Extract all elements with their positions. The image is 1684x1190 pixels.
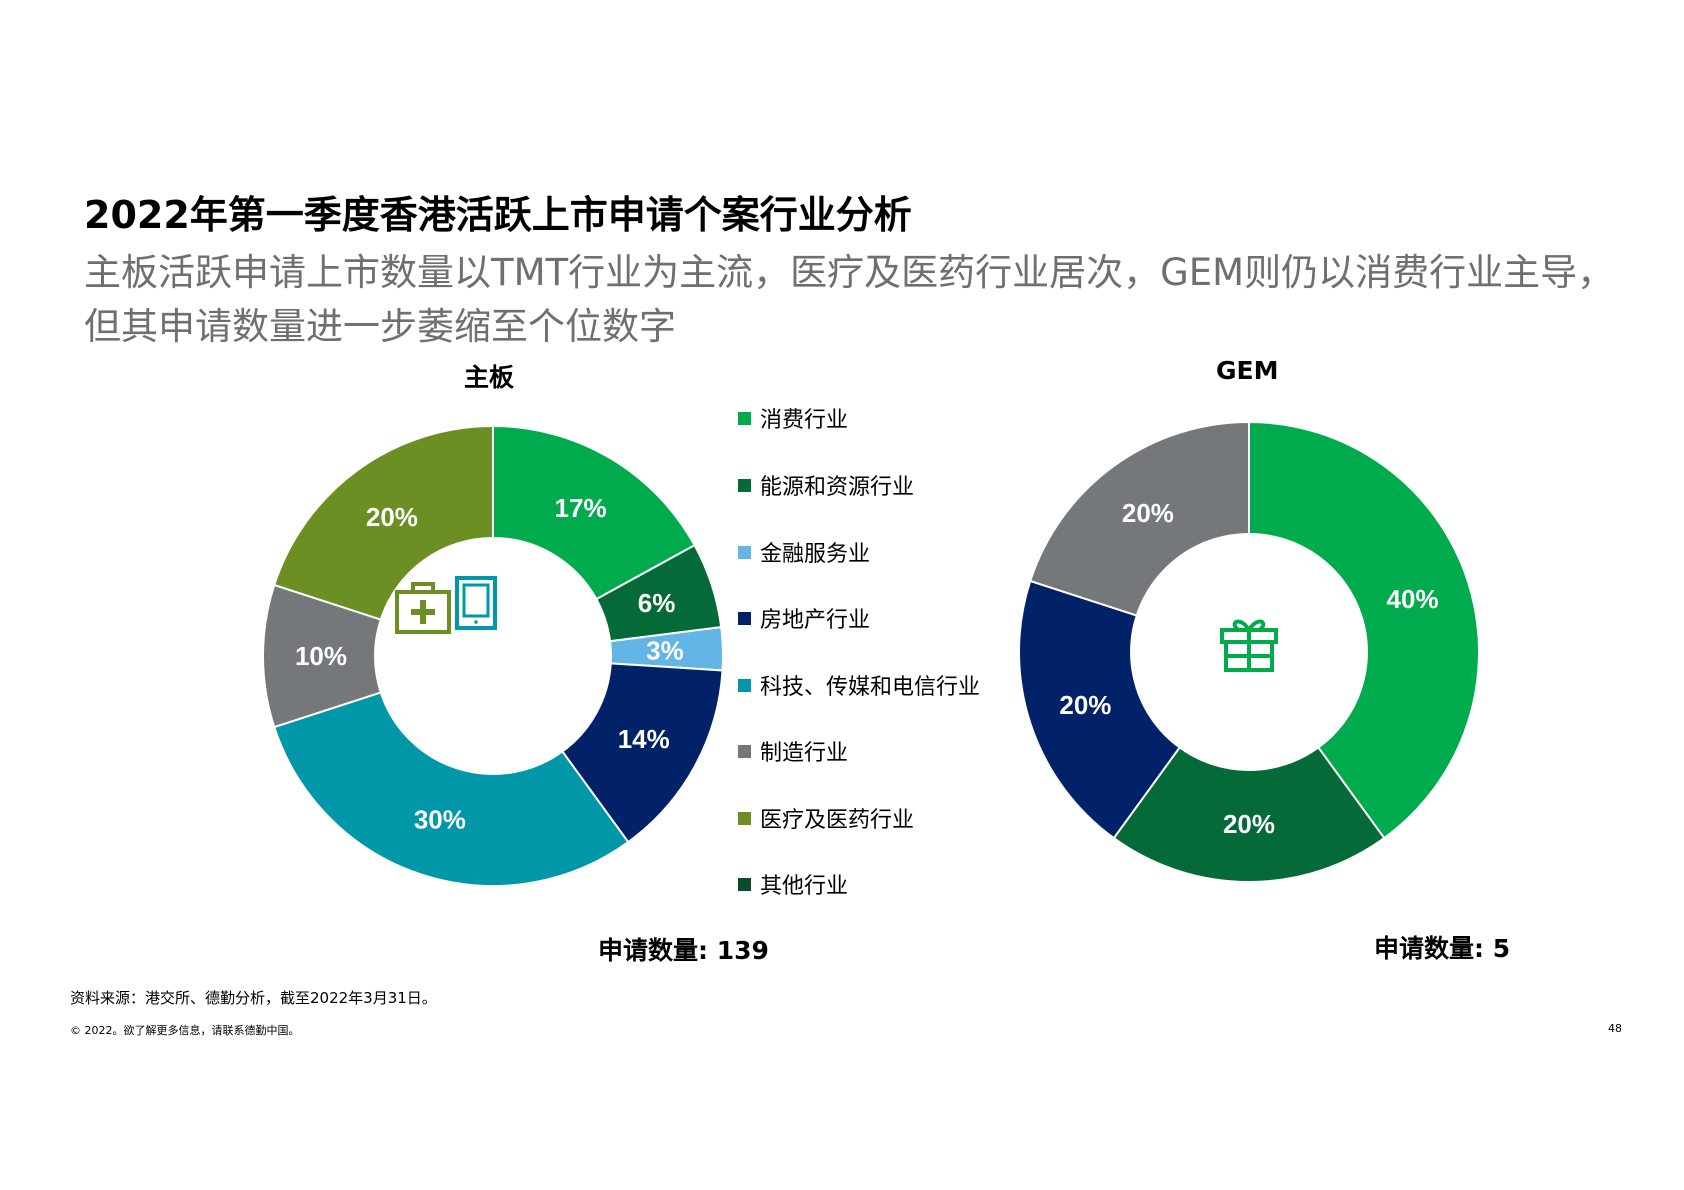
legend-item: 房地产行业 <box>738 603 870 633</box>
main-board-donut-chart: 17% 6% 3% 14% 30% 10% 20% <box>262 424 724 887</box>
gem-slice-2 <box>1018 579 1182 840</box>
legend-label: 消费行业 <box>760 408 849 433</box>
gem-slice-3 <box>1028 420 1250 617</box>
legend-label: 能源和资源行业 <box>760 475 915 500</box>
legend-label: 科技、传媒和电信行业 <box>760 675 981 700</box>
legend-swatch <box>738 611 751 625</box>
page-subtitle: 主板活跃申请上市数量以TMT行业为主流，医疗及医药行业居次，GEM则仍以消费行业… <box>84 251 1615 348</box>
legend-item: 科技、传媒和电信行业 <box>738 670 980 700</box>
gem-slice-0 <box>1248 420 1480 840</box>
main-board-data-label-3: 14% <box>618 724 670 754</box>
main-board-data-label-2: 3% <box>646 636 684 666</box>
legend-label: 其他行业 <box>760 874 849 899</box>
legend-swatch <box>738 678 751 692</box>
legend-swatch <box>738 877 751 891</box>
gem-application-count: 申请数量: 5 <box>1374 934 1511 963</box>
legend-label: 制造行业 <box>760 741 849 766</box>
main-board-data-label-1: 6% <box>638 588 676 618</box>
gift-icon <box>1220 619 1278 672</box>
legend-swatch <box>738 411 751 425</box>
medical-kit-icon <box>395 582 451 634</box>
legend-item: 能源和资源行业 <box>738 470 914 500</box>
copyright-note: © 2022。欲了解更多信息，请联系德勤中国。 <box>70 1024 300 1037</box>
main-board-slice-6 <box>272 424 494 621</box>
page-number: 48 <box>1608 1022 1622 1035</box>
legend-swatch <box>738 478 751 492</box>
main-board-application-count: 申请数量: 139 <box>598 936 769 965</box>
legend-label: 房地产行业 <box>760 608 871 633</box>
legend-item: 金融服务业 <box>738 537 870 567</box>
main-board-data-label-0: 17% <box>555 493 607 523</box>
main-board-data-label-4: 30% <box>414 805 466 835</box>
main-board-slice-3 <box>560 662 724 844</box>
legend-swatch <box>738 545 751 559</box>
gem-slice-1 <box>1112 746 1386 883</box>
main-board-data-label-6: 20% <box>366 502 418 532</box>
gem-donut-chart: 40% 20% 20% 20% <box>1018 420 1480 883</box>
legend-label: 医疗及医药行业 <box>760 808 915 833</box>
tablet-icon <box>455 576 497 630</box>
legend-label: 金融服务业 <box>760 542 871 567</box>
legend-item: 医疗及医药行业 <box>738 803 914 833</box>
legend-swatch <box>738 744 751 758</box>
legend-item: 消费行业 <box>738 403 848 433</box>
main-board-data-label-5: 10% <box>295 641 347 671</box>
gem-data-label-0: 40% <box>1387 584 1439 614</box>
legend-swatch <box>738 811 751 825</box>
main-board-chart-title: 主板 <box>464 363 515 392</box>
page-title: 2022年第一季度香港活跃上市申请个案行业分析 <box>84 193 912 237</box>
main-board-slice-4 <box>272 691 630 887</box>
legend-item: 其他行业 <box>738 869 848 899</box>
source-note: 资料来源：港交所、德勤分析，截至2022年3月31日。 <box>70 989 437 1007</box>
gem-data-label-3: 20% <box>1122 498 1174 528</box>
main-board-slice-0 <box>492 424 696 601</box>
gem-data-label-2: 20% <box>1059 690 1111 720</box>
legend-item: 制造行业 <box>738 736 848 766</box>
gem-data-label-1: 20% <box>1223 809 1275 839</box>
gem-chart-title: GEM <box>1216 356 1279 385</box>
